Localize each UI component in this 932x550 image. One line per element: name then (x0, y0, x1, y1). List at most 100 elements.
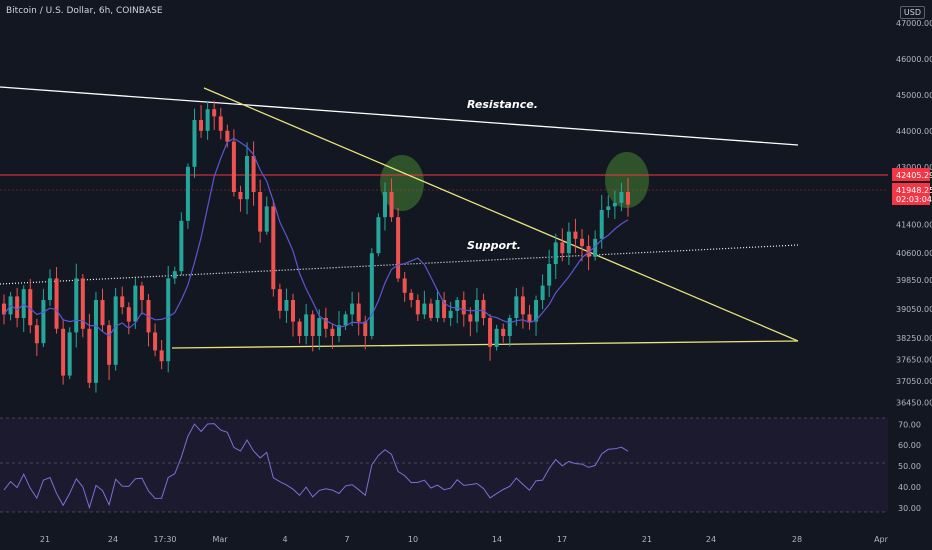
price-tick-label: 44000.00 (896, 127, 932, 136)
candle-body (231, 141, 236, 192)
time-tick-label: Mar (212, 535, 228, 544)
candle-body (310, 314, 315, 336)
candle-body (599, 210, 604, 239)
rsi-tick-label: 30.00 (898, 504, 921, 513)
candle-body (133, 285, 138, 322)
price-tick-label: 38250.00 (896, 334, 932, 343)
time-axis[interactable]: 21 24 17:30 Mar 4 7 10 14 17 21 24 28 Apr (40, 535, 889, 544)
candle-body (586, 246, 591, 257)
candle-body (520, 296, 525, 315)
candle-body (317, 318, 322, 336)
price-tick-label: 47000.00 (896, 19, 932, 28)
price-tick-label: 37050.00 (896, 377, 932, 386)
candle-body (199, 120, 204, 131)
candle-body (15, 296, 20, 318)
candle-body (415, 300, 420, 315)
candle-body (238, 192, 243, 200)
rsi-axis: 70.00 60.00 50.00 40.00 30.00 (898, 420, 921, 513)
candle-body (28, 289, 33, 326)
countdown-label: 02:03:04 (896, 195, 932, 204)
candle-body (350, 303, 355, 315)
candle-body (192, 120, 197, 167)
candle-body (245, 156, 250, 200)
price-tick-label: 40600.00 (896, 249, 932, 258)
rsi-tick-label: 60.00 (898, 441, 921, 450)
candles-layer (2, 100, 630, 393)
candle-body (448, 310, 453, 318)
resistance-trendline (0, 86, 799, 146)
price-tick-label: 39050.00 (896, 305, 932, 314)
candle-body (80, 278, 85, 329)
candle-body (382, 192, 387, 218)
candle-body (93, 300, 98, 383)
candle-body (626, 192, 630, 205)
price-axis[interactable]: 47000.00 46000.00 45000.00 44000.00 43000.00… (896, 19, 932, 408)
price-tick-label: 41400.00 (896, 220, 932, 229)
resistance-annotation: Resistance. (467, 98, 538, 111)
candle-body (560, 242, 565, 254)
candle-body (442, 300, 447, 318)
time-tick-label: 28 (792, 535, 802, 544)
rsi-tick-label: 50.00 (898, 462, 921, 471)
rsi-tick-label: 40.00 (898, 483, 921, 492)
candle-body (396, 217, 401, 279)
candle-body (330, 328, 335, 336)
candle-body (87, 328, 92, 383)
candle-body (225, 130, 230, 142)
price-tick-label: 46000.00 (896, 55, 932, 64)
descending-trendline (203, 87, 799, 342)
candle-body (593, 238, 598, 257)
candle-body (54, 278, 59, 329)
rsi-panel-bg (0, 418, 888, 512)
last-price-tag (892, 168, 930, 181)
time-tick-label: 4 (282, 535, 287, 544)
candle-body (159, 350, 164, 362)
price-tick-label: 37650.00 (896, 355, 932, 364)
time-tick-label: 10 (408, 535, 418, 544)
candle-body (113, 296, 118, 365)
candle-body (47, 278, 52, 300)
highlight-circle-right (605, 152, 649, 208)
candle-body (422, 303, 427, 315)
candle-body (547, 264, 552, 286)
last-price-label: 42405.29 (896, 171, 932, 180)
candle-body (619, 192, 624, 203)
candle-body (271, 206, 276, 290)
candle-body (172, 271, 177, 279)
candle-body (409, 292, 414, 300)
candle-body (461, 300, 466, 315)
current-price-tag (892, 183, 930, 205)
candle-body (540, 285, 545, 300)
candle-body (488, 318, 493, 347)
candle-body (501, 328, 506, 336)
candle-body (34, 325, 39, 344)
time-tick-label: 24 (108, 535, 118, 544)
candle-body (402, 278, 407, 293)
candle-body (363, 321, 368, 336)
candle-body (153, 332, 158, 351)
candle-body (323, 318, 328, 329)
candle-body (481, 300, 486, 318)
candle-body (251, 156, 256, 192)
candle-body (67, 332, 72, 376)
support-base-line (171, 340, 799, 349)
candle-body (369, 253, 374, 336)
candle-body (218, 116, 223, 131)
candle-body (606, 206, 611, 210)
candle-body (297, 321, 302, 336)
candle-body (580, 238, 585, 246)
candle-body (507, 318, 512, 336)
candle-body (553, 242, 558, 264)
time-tick-label: Apr (874, 535, 889, 544)
candle-body (74, 278, 79, 333)
candle-body (527, 314, 532, 322)
candle-body (612, 202, 617, 207)
currency-button[interactable]: USD (899, 6, 925, 19)
moving-average-line (3, 137, 629, 337)
price-tick-label: 39850.00 (896, 276, 932, 285)
candle-body (573, 231, 578, 239)
current-price-label: 41948.25 (896, 186, 932, 195)
price-tick-label: 45000.00 (896, 91, 932, 100)
